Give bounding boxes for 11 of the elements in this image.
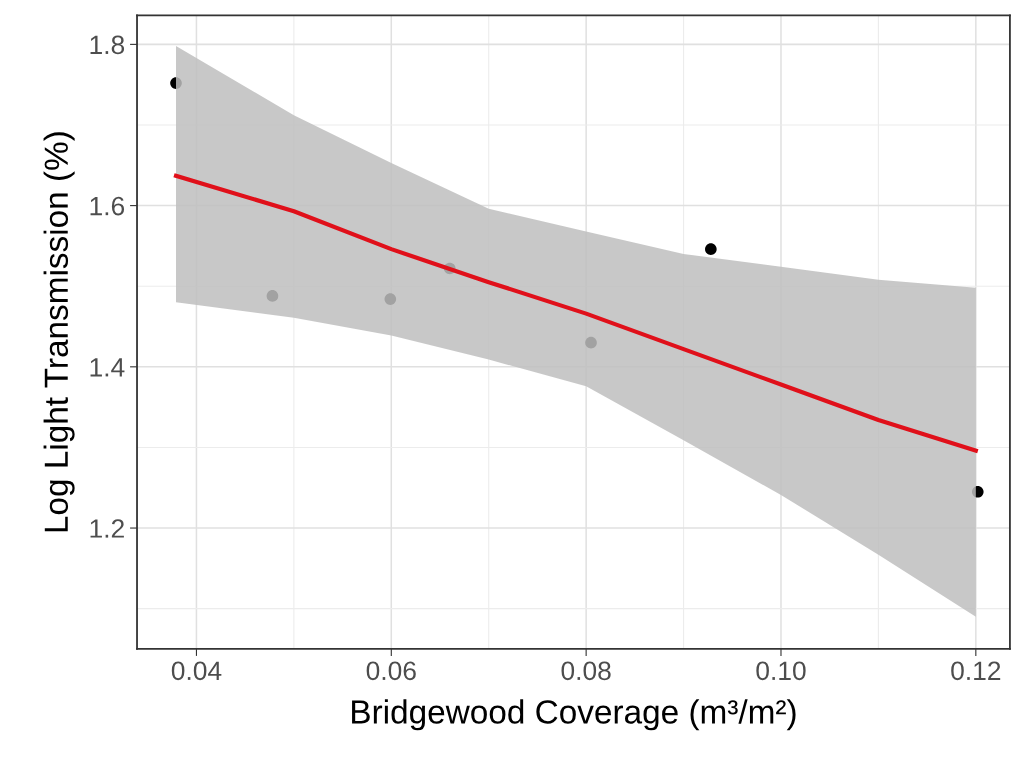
x-tick-label: 0.04 [171,661,222,681]
y-tick-label: 1.4 [90,358,125,377]
y-tick-label: 1.2 [90,519,124,538]
x-tick-label: 0.06 [366,661,416,681]
x-tick-label: 0.12 [951,661,1001,681]
y-axis-title: Log Light Transmission (%) [43,132,75,532]
x-tick-label: 0.08 [561,661,611,681]
x-axis-title: Bridgewood Coverage (m³/m²) [352,699,796,731]
x-tick-label: 0.10 [756,661,806,681]
y-tick-label: 1.8 [90,35,125,55]
y-tick-label: 1.6 [90,196,125,216]
